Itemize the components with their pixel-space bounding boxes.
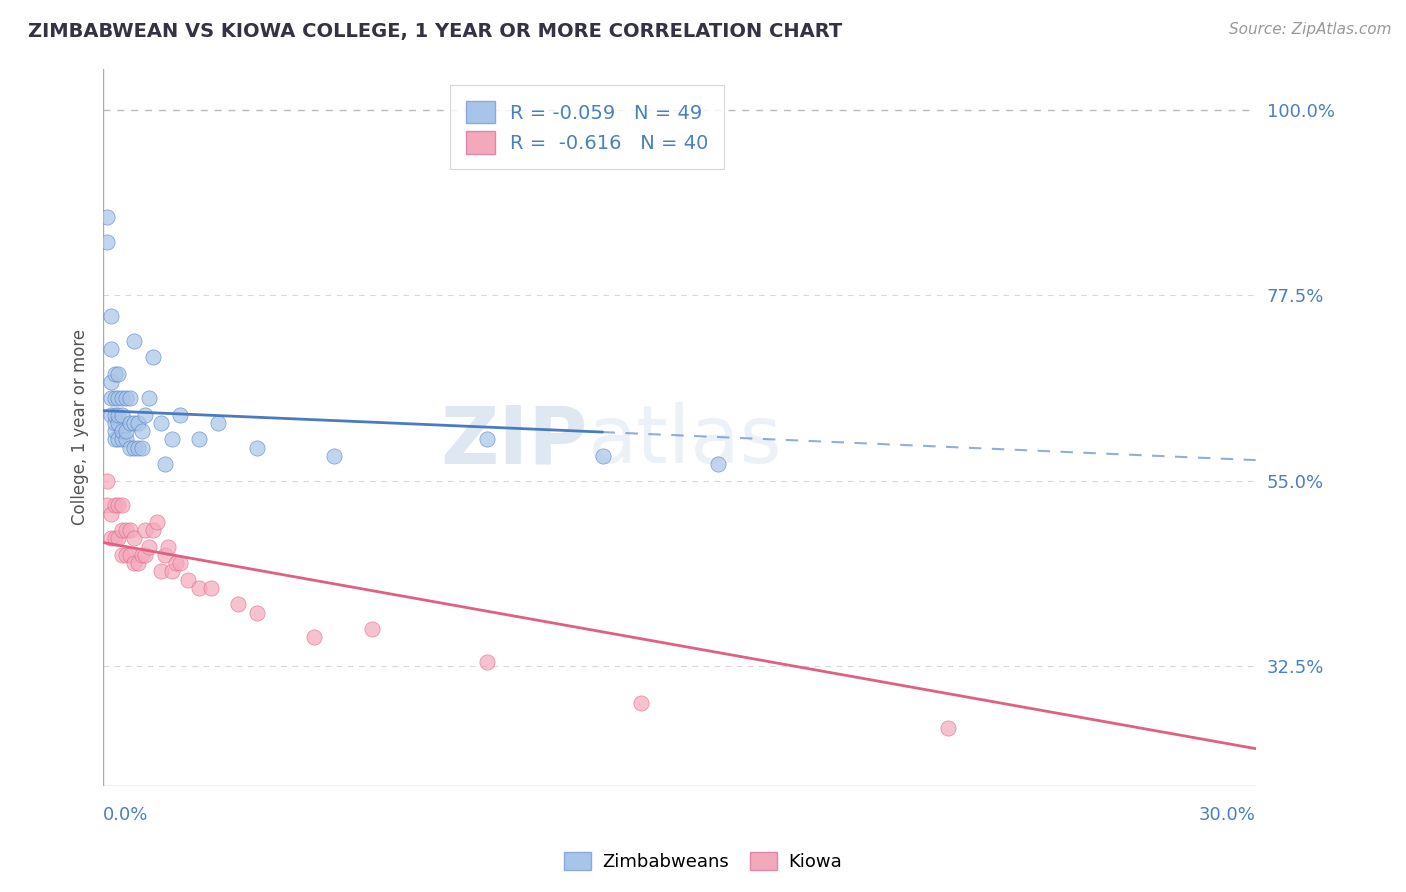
Point xyxy=(107,532,129,546)
Point xyxy=(115,548,138,562)
Legend: R = -0.059   N = 49, R =  -0.616   N = 40: R = -0.059 N = 49, R = -0.616 N = 40 xyxy=(450,86,724,169)
Point xyxy=(207,416,229,430)
Point xyxy=(361,622,384,636)
Point xyxy=(111,433,134,447)
Point xyxy=(149,416,172,430)
Point xyxy=(107,499,129,513)
Point xyxy=(104,424,127,438)
Point xyxy=(127,441,149,455)
Point xyxy=(134,523,156,537)
Point xyxy=(188,433,211,447)
Point xyxy=(246,441,269,455)
Text: ZIP: ZIP xyxy=(440,402,588,481)
Point xyxy=(118,523,141,537)
Text: ZIMBABWEAN VS KIOWA COLLEGE, 1 YEAR OR MORE CORRELATION CHART: ZIMBABWEAN VS KIOWA COLLEGE, 1 YEAR OR M… xyxy=(28,22,842,41)
Point xyxy=(138,540,160,554)
Point xyxy=(111,523,134,537)
Point xyxy=(115,523,138,537)
Point xyxy=(111,499,134,513)
Point xyxy=(165,556,187,570)
Point xyxy=(936,721,959,735)
Point xyxy=(138,391,160,405)
Point xyxy=(100,532,122,546)
Point xyxy=(96,210,118,224)
Point xyxy=(111,408,134,422)
Point xyxy=(100,375,122,389)
Point xyxy=(118,391,141,405)
Text: 0.0%: 0.0% xyxy=(103,806,149,824)
Point xyxy=(100,391,122,405)
Point xyxy=(131,424,153,438)
Point xyxy=(96,499,118,513)
Point xyxy=(188,581,211,595)
Point xyxy=(707,457,730,471)
Point xyxy=(477,655,499,669)
Point xyxy=(100,309,122,323)
Text: 30.0%: 30.0% xyxy=(1199,806,1256,824)
Point xyxy=(96,474,118,488)
Text: atlas: atlas xyxy=(588,402,782,481)
Point xyxy=(122,416,145,430)
Point xyxy=(169,408,191,422)
Legend: Zimbabweans, Kiowa: Zimbabweans, Kiowa xyxy=(557,845,849,879)
Point xyxy=(142,523,165,537)
Point xyxy=(322,449,344,463)
Point xyxy=(592,449,614,463)
Point xyxy=(104,433,127,447)
Point xyxy=(122,532,145,546)
Point xyxy=(131,441,153,455)
Point xyxy=(176,573,198,587)
Point xyxy=(107,416,129,430)
Point xyxy=(246,606,269,620)
Point xyxy=(122,334,145,348)
Y-axis label: College, 1 year or more: College, 1 year or more xyxy=(72,329,89,525)
Point xyxy=(477,433,499,447)
Point xyxy=(304,631,326,645)
Point xyxy=(115,391,138,405)
Point xyxy=(118,548,141,562)
Point xyxy=(115,433,138,447)
Point xyxy=(127,556,149,570)
Point xyxy=(107,391,129,405)
Point xyxy=(153,457,176,471)
Point xyxy=(107,367,129,381)
Point xyxy=(100,408,122,422)
Point xyxy=(118,416,141,430)
Point xyxy=(115,424,138,438)
Point xyxy=(226,598,249,612)
Point xyxy=(134,548,156,562)
Point xyxy=(104,416,127,430)
Point xyxy=(100,507,122,521)
Point xyxy=(127,416,149,430)
Point xyxy=(162,433,184,447)
Point xyxy=(111,391,134,405)
Point xyxy=(104,532,127,546)
Point xyxy=(157,540,180,554)
Point xyxy=(142,350,165,364)
Point xyxy=(104,367,127,381)
Point xyxy=(153,548,176,562)
Point xyxy=(104,408,127,422)
Point xyxy=(200,581,222,595)
Point xyxy=(169,556,191,570)
Point xyxy=(96,235,118,249)
Point xyxy=(104,391,127,405)
Point xyxy=(107,408,129,422)
Point xyxy=(146,515,169,529)
Point xyxy=(122,556,145,570)
Point xyxy=(149,565,172,579)
Point xyxy=(111,424,134,438)
Point xyxy=(131,548,153,562)
Point xyxy=(630,696,652,710)
Text: Source: ZipAtlas.com: Source: ZipAtlas.com xyxy=(1229,22,1392,37)
Point xyxy=(107,433,129,447)
Point xyxy=(118,441,141,455)
Point xyxy=(104,499,127,513)
Point xyxy=(134,408,156,422)
Point xyxy=(162,565,184,579)
Point xyxy=(111,548,134,562)
Point xyxy=(122,441,145,455)
Point xyxy=(100,342,122,356)
